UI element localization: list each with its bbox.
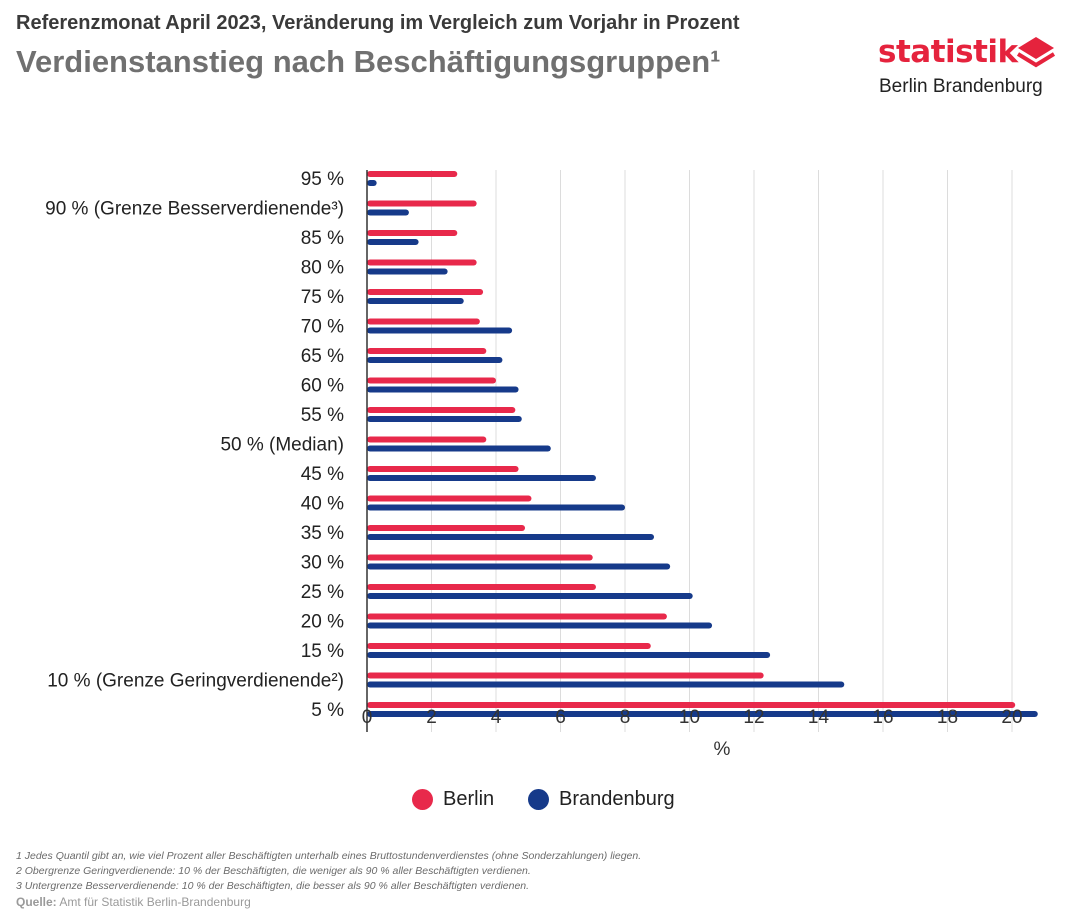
category-label: 25 %	[301, 582, 344, 603]
x-tick-label: 16	[872, 707, 893, 728]
legend-item-brandenburg[interactable]: Brandenburg	[528, 788, 675, 811]
bar-berlin-12	[367, 525, 526, 531]
bar-brandenburg-7	[367, 386, 519, 393]
chart-title: Verdienstanstieg nach Beschäftigungsgrup…	[16, 44, 721, 79]
category-label: 45 %	[301, 464, 344, 485]
x-axis-label: %	[714, 739, 731, 760]
logo-subtitle: Berlin Brandenburg	[879, 76, 1043, 97]
bar-berlin-1	[367, 200, 477, 207]
category-label: 95 %	[301, 169, 344, 190]
footnote-1: 1 Jedes Quantil gibt an, wie viel Prozen…	[16, 850, 642, 862]
bar-brandenburg-4	[367, 298, 464, 304]
category-label: 30 %	[301, 553, 344, 574]
bar-brandenburg-11	[367, 504, 625, 511]
legend-label-berlin: Berlin	[443, 788, 495, 810]
footnote-2: 2 Obergrenze Geringverdienende: 10 % der…	[16, 865, 531, 877]
category-label: 85 %	[301, 228, 344, 249]
bar-berlin-17	[367, 672, 764, 679]
bar-berlin-11	[367, 495, 532, 502]
bar-brandenburg-0	[367, 180, 377, 186]
statistik-logo[interactable]: statistik Berlin Brandenburg	[878, 34, 1068, 104]
x-tick-label: 12	[743, 707, 764, 728]
bar-berlin-5	[367, 318, 480, 325]
category-label: 75 %	[301, 287, 344, 308]
bar-berlin-6	[367, 348, 487, 354]
legend-label-brandenburg: Brandenburg	[559, 788, 675, 810]
bar-berlin-15	[367, 613, 667, 620]
category-label: 50 % (Median)	[220, 435, 344, 456]
bar-brandenburg-12	[367, 534, 655, 540]
x-tick-label: 20	[1001, 707, 1022, 728]
source-note: Quelle: Amt für Statistik Berlin-Branden…	[16, 895, 251, 909]
bar-chart: 95 %90 % (Grenze Besserverdienende³)85 %…	[45, 169, 1038, 760]
category-label: 5 %	[311, 700, 344, 721]
bar-brandenburg-1	[367, 209, 409, 216]
bar-berlin-4	[367, 289, 484, 295]
bar-brandenburg-3	[367, 268, 448, 275]
x-tick-label: 2	[426, 707, 437, 728]
logo-wordmark: statistik	[878, 34, 1018, 70]
x-tick-label: 6	[555, 707, 566, 728]
x-tick-label: 0	[362, 707, 373, 728]
bar-brandenburg-13	[367, 563, 671, 570]
bar-berlin-13	[367, 554, 593, 561]
bar-brandenburg-16	[367, 652, 771, 658]
category-label: 35 %	[301, 523, 344, 544]
x-tick-label: 8	[620, 707, 631, 728]
bar-brandenburg-14	[367, 593, 693, 599]
bar-brandenburg-6	[367, 357, 503, 363]
legend-item-berlin[interactable]: Berlin	[412, 788, 494, 811]
category-label: 90 % (Grenze Besserverdienende³)	[45, 199, 344, 220]
category-label: 60 %	[301, 376, 344, 397]
footnotes: 1 Jedes Quantil gibt an, wie viel Prozen…	[16, 849, 641, 894]
footnote-3: 3 Untergrenze Besserverdienende: 10 % de…	[16, 880, 530, 892]
legend-marker-brandenburg	[528, 789, 549, 810]
bar-brandenburg-10	[367, 475, 596, 481]
bar-brandenburg-15	[367, 622, 713, 629]
x-tick-label: 14	[808, 707, 830, 728]
x-tick-label: 18	[937, 707, 958, 728]
bar-berlin-0	[367, 171, 458, 177]
x-tick-label: 10	[679, 707, 700, 728]
source-label: Quelle:	[16, 895, 57, 909]
category-label: 70 %	[301, 317, 344, 338]
bar-berlin-2	[367, 230, 458, 236]
legend-marker-berlin	[412, 789, 433, 810]
bar-berlin-18	[367, 702, 1016, 708]
bar-berlin-10	[367, 466, 519, 472]
bar-brandenburg-9	[367, 445, 551, 452]
bar-berlin-7	[367, 377, 496, 384]
category-label: 55 %	[301, 405, 344, 426]
chart-subtitle: Referenzmonat April 2023, Veränderung im…	[16, 12, 740, 34]
bar-brandenburg-8	[367, 416, 522, 422]
bar-brandenburg-5	[367, 327, 513, 334]
category-label: 80 %	[301, 258, 344, 279]
bar-berlin-16	[367, 643, 651, 649]
bar-brandenburg-2	[367, 239, 419, 245]
layered-diamond-icon	[1016, 37, 1056, 68]
bar-berlin-9	[367, 436, 487, 443]
bar-brandenburg-17	[367, 681, 845, 688]
source-text: Amt für Statistik Berlin-Brandenburg	[56, 895, 251, 909]
bar-brandenburg-18	[367, 711, 1038, 717]
x-tick-label: 4	[491, 707, 502, 728]
bar-berlin-8	[367, 407, 516, 413]
category-label: 20 %	[301, 612, 344, 633]
bar-berlin-3	[367, 259, 477, 266]
category-label: 40 %	[301, 494, 344, 515]
category-label: 10 % (Grenze Geringverdienende²)	[47, 671, 344, 692]
category-label: 65 %	[301, 346, 344, 367]
bar-berlin-14	[367, 584, 596, 590]
chart-legend: Berlin Brandenburg	[0, 788, 1092, 814]
category-label: 15 %	[301, 641, 344, 662]
